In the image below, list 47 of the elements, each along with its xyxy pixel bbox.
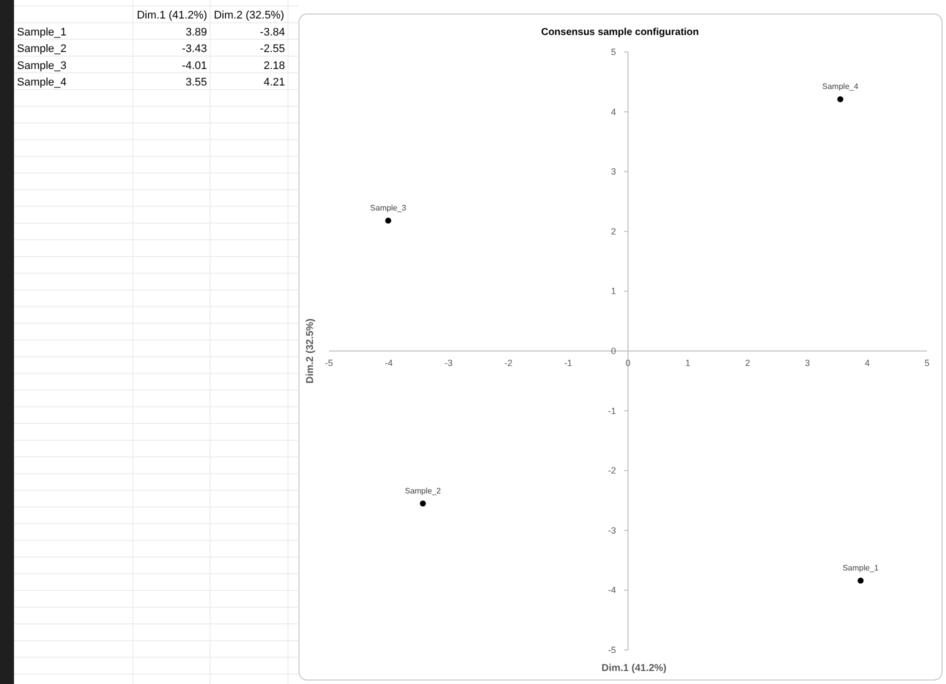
y-tick-label: 1 [610, 286, 616, 296]
y-tick-label: 3 [610, 166, 616, 177]
series-label: Sample_4 [822, 82, 859, 92]
chart-title: Consensus sample configuration [541, 27, 699, 38]
x-tick-label: -4 [384, 358, 393, 368]
text: Dim.1 (41.2%) [136, 10, 208, 22]
text: Sample_2 [17, 43, 67, 56]
x-axis-title: Dim.1 (41.2%) [601, 663, 667, 674]
series-label: Sample_3 [370, 204, 407, 213]
y-tick-label: -3 [608, 525, 616, 536]
x-tick-label: 2 [745, 358, 750, 368]
x-tick-label: 1 [685, 358, 690, 368]
text: Sample_1 [17, 26, 67, 38]
y-tick-label: 5 [610, 47, 616, 57]
text: -3.84 [260, 26, 285, 38]
point [385, 218, 392, 224]
point [837, 96, 844, 102]
x-tick-label: -3 [444, 358, 453, 368]
x-tick-label: 4 [864, 358, 870, 368]
y-tick-label: -1 [608, 406, 616, 416]
text: Dim.2 (32.5%) [214, 10, 284, 22]
y-tick-label: -5 [608, 645, 616, 655]
series-label: Sample_1 [842, 564, 880, 573]
x-tick-label: 5 [924, 358, 930, 368]
x-tick-label: -1 [564, 358, 572, 368]
text: 3.89 [186, 26, 207, 38]
series-label: Sample_2 [404, 486, 442, 496]
y-tick-label: -2 [608, 466, 616, 476]
y-axis-title: Dim.2 (32.5%) [305, 318, 316, 384]
point [420, 500, 426, 506]
x-tick-label: 0 [625, 358, 631, 368]
y-tick-label: -4 [608, 585, 616, 596]
y-tick-label: 0 [610, 346, 616, 356]
text: -4.01 [182, 60, 207, 72]
text: 3.55 [186, 76, 207, 88]
y-tick-label: 4 [610, 106, 616, 117]
x-tick-label: 3 [804, 358, 810, 368]
text: 4.21 [264, 76, 285, 88]
text: -2.55 [260, 43, 285, 56]
text: -3.43 [182, 43, 207, 56]
text: Sample_3 [17, 60, 67, 72]
y-tick-label: 2 [610, 226, 616, 236]
text: 2.18 [264, 60, 285, 72]
x-tick-label: -2 [504, 358, 512, 368]
point [858, 578, 864, 584]
text: Sample_4 [17, 76, 67, 88]
x-tick-label: -5 [324, 358, 334, 368]
